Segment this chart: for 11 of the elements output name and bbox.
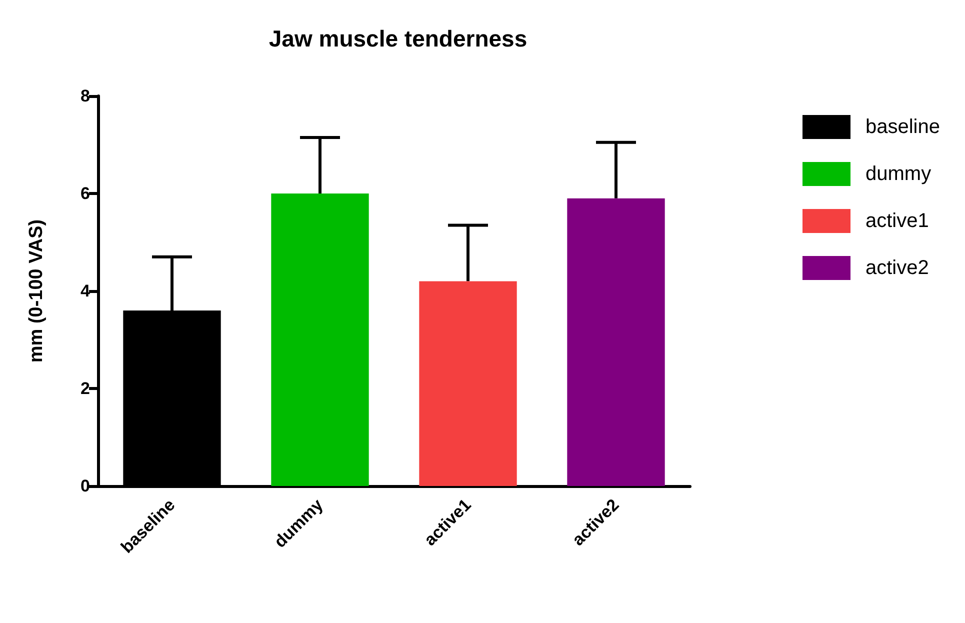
y-axis-title: mm (0-100 VAS) xyxy=(26,219,47,363)
legend-label: dummy xyxy=(866,163,932,185)
y-tick-label: 2 xyxy=(80,379,90,398)
y-tick-label: 6 xyxy=(80,184,90,203)
y-tick-label: 4 xyxy=(80,282,91,300)
legend-label: baseline xyxy=(866,116,940,138)
chart-title: Jaw muscle tenderness xyxy=(268,26,528,52)
y-tick-label: 8 xyxy=(80,86,90,106)
legend-label: active1 xyxy=(866,210,929,232)
y-tick-label: 0 xyxy=(80,476,90,496)
legend-label: active2 xyxy=(866,257,929,279)
